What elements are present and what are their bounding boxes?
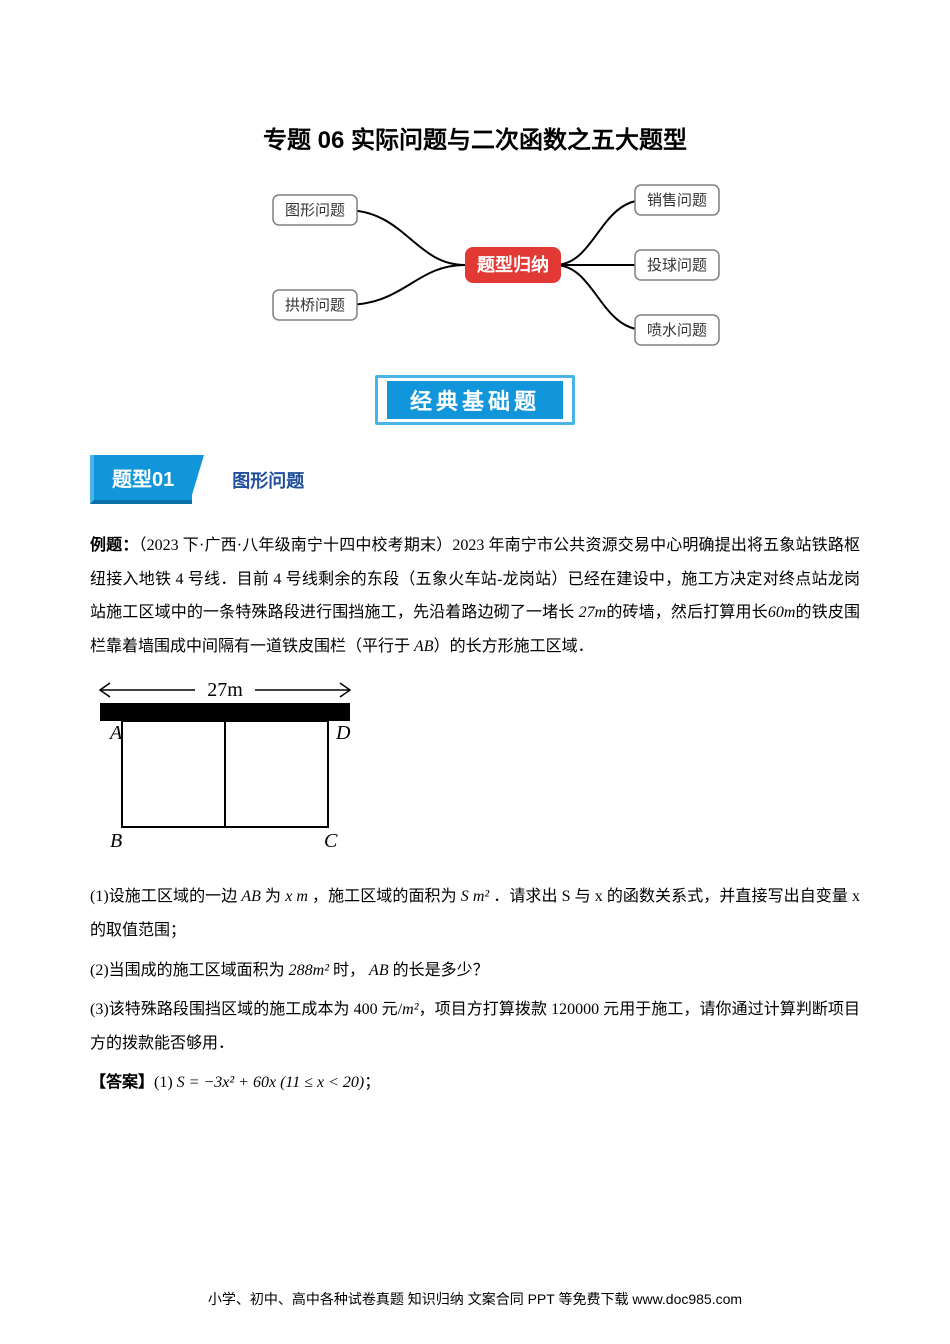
example-source: （2023 下·广西·八年级南宁十四中校考期末） bbox=[138, 537, 452, 554]
example-text: 例题：（2023 下·广西·八年级南宁十四中校考期末）2023 年南宁市公共资源… bbox=[90, 529, 860, 663]
question-1: (1)设施工区域的一边 AB 为 x m ，施工区域的面积为 S m² ．请求出… bbox=[90, 880, 860, 947]
example-body: 的砖墙，然后打算用长 bbox=[606, 604, 768, 621]
q1-xm: x m bbox=[285, 888, 308, 905]
mindmap-node: 投球问题 bbox=[647, 257, 707, 274]
diagram-top-label: 27m bbox=[207, 679, 243, 701]
q1-mid2: ，施工区域的面积为 bbox=[312, 888, 457, 905]
example-prefix: 例题： bbox=[90, 537, 138, 554]
ab-var: AB bbox=[414, 638, 434, 655]
section-badge: 题型01 图形问题 bbox=[90, 455, 860, 504]
example-body: ）的长方形施工区域． bbox=[434, 638, 594, 655]
foundation-badge: 经典基础题 bbox=[375, 375, 575, 425]
q3-pre: (3)该特殊路段围挡区域的施工成本为 400 元/ bbox=[90, 1001, 402, 1018]
rectangle-diagram: 27m A D B C bbox=[90, 675, 370, 855]
mindmap-node: 拱桥问题 bbox=[285, 297, 345, 314]
question-3: (3)该特殊路段围挡区域的施工成本为 400 元/m²，项目方打算拨款 1200… bbox=[90, 993, 860, 1060]
q2-mid: 时， bbox=[333, 962, 365, 979]
page-title: 专题 06 实际问题与二次函数之五大题型 bbox=[90, 120, 860, 155]
answer-label: 【答案】 bbox=[90, 1074, 154, 1091]
q3-unit: m² bbox=[402, 1001, 418, 1018]
mindmap-center: 题型归纳 bbox=[477, 254, 549, 275]
answer-index: (1) bbox=[154, 1074, 173, 1091]
q1-ab: AB bbox=[241, 888, 261, 905]
section-tag: 题型01 bbox=[90, 455, 192, 504]
diagram-C: C bbox=[324, 830, 338, 852]
answer-line: 【答案】(1) S = −3x² + 60x (11 ≤ x < 20)； bbox=[90, 1066, 860, 1100]
mindmap-node: 销售问题 bbox=[647, 192, 707, 209]
question-2: (2)当围成的施工区域面积为 288m² 时， AB 的长是多少？ bbox=[90, 954, 860, 988]
diagram-B: B bbox=[110, 830, 122, 852]
q1-mid1: 为 bbox=[265, 888, 281, 905]
fence-length: 60m bbox=[768, 604, 796, 621]
page-footer: 小学、初中、高中各种试卷真题 知识归纳 文案合同 PPT 等免费下载 www.d… bbox=[0, 1289, 950, 1309]
mindmap-node: 喷水问题 bbox=[647, 322, 707, 339]
q2-area: 288m² bbox=[289, 962, 329, 979]
q2-pre: (2)当围成的施工区域面积为 bbox=[90, 962, 285, 979]
answer-tail: ； bbox=[364, 1074, 380, 1091]
answer-expr: S = −3x² + 60x (11 ≤ x < 20) bbox=[177, 1074, 365, 1091]
q1-pre: (1)设施工区域的一边 bbox=[90, 888, 237, 905]
section-label: 图形问题 bbox=[232, 467, 304, 493]
diagram-D: D bbox=[335, 722, 351, 744]
wall-length: 27m bbox=[579, 604, 607, 621]
q1-sm2: S m² bbox=[461, 888, 489, 905]
q2-ab: AB bbox=[369, 962, 389, 979]
diagram-A: A bbox=[108, 722, 123, 744]
mindmap-diagram: 图形问题 拱桥问题 题型归纳 销售问题 投球问题 喷水问题 bbox=[215, 175, 735, 355]
mindmap-node: 图形问题 bbox=[285, 202, 345, 219]
q2-post: 的长是多少？ bbox=[393, 962, 489, 979]
foundation-badge-text: 经典基础题 bbox=[387, 381, 563, 419]
